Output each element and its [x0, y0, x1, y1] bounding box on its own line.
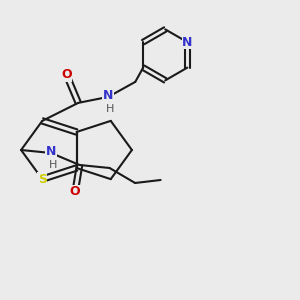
Text: O: O [61, 68, 72, 81]
Text: H: H [106, 104, 114, 114]
Text: O: O [70, 185, 80, 199]
Text: N: N [182, 36, 193, 49]
Text: N: N [103, 89, 113, 102]
Text: H: H [48, 160, 57, 170]
Text: N: N [46, 145, 56, 158]
Text: S: S [38, 172, 47, 186]
